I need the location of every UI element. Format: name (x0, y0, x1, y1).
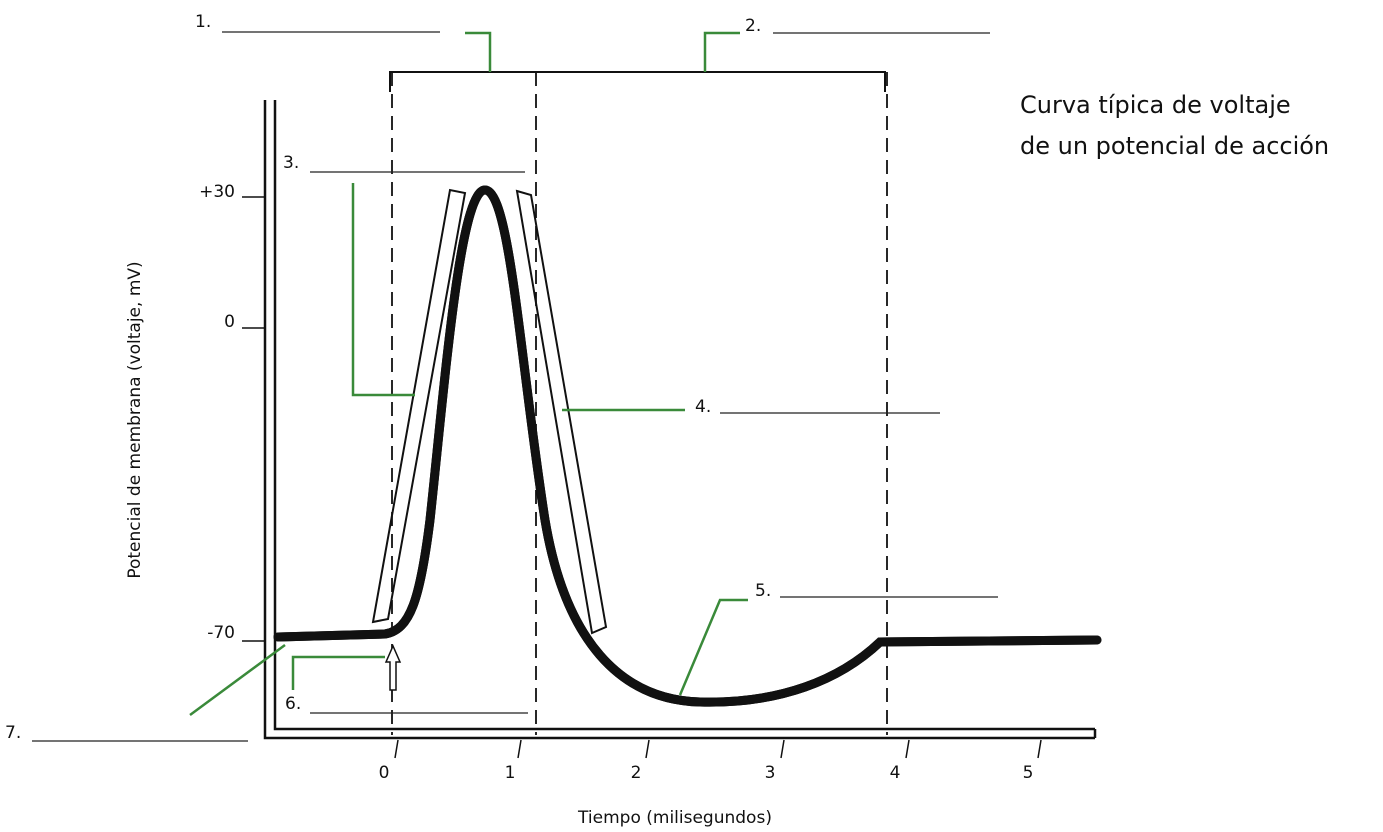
blank-label: 4. (695, 397, 711, 417)
blank-label: 7. (5, 723, 21, 743)
axes (242, 100, 1097, 759)
blank-label: 6. (285, 694, 301, 714)
arrow (384, 644, 402, 691)
blank-lines (32, 31, 998, 742)
title-line: de un potencial de acción (1020, 132, 1329, 160)
dashed-lines (391, 72, 888, 735)
y-axis-label: Potencial de membrana (voltaje, mV) (125, 261, 145, 578)
title-line: Curva típica de voltaje (1020, 91, 1291, 119)
curve (273, 185, 1102, 702)
x-tick-label: 4 (890, 763, 901, 783)
blank-label: 2. (745, 16, 761, 36)
bands (371, 188, 608, 635)
x-tick-label: 5 (1023, 763, 1034, 783)
blank-label: 5. (755, 581, 771, 601)
y-tick-label: -70 (207, 623, 235, 643)
connectors (189, 31, 748, 717)
x-axis-label: Tiempo (milisegundos) (577, 808, 772, 828)
y-tick-label: +30 (199, 182, 235, 202)
y-tick-label: 0 (224, 312, 235, 332)
blank-label: 3. (283, 153, 299, 173)
x-tick-label: 0 (379, 763, 390, 783)
x-tick-label: 1 (505, 763, 516, 783)
x-tick-label: 2 (631, 763, 642, 783)
blank-label: 1. (195, 12, 211, 32)
x-tick-label: 3 (765, 763, 776, 783)
bracket (389, 71, 886, 92)
